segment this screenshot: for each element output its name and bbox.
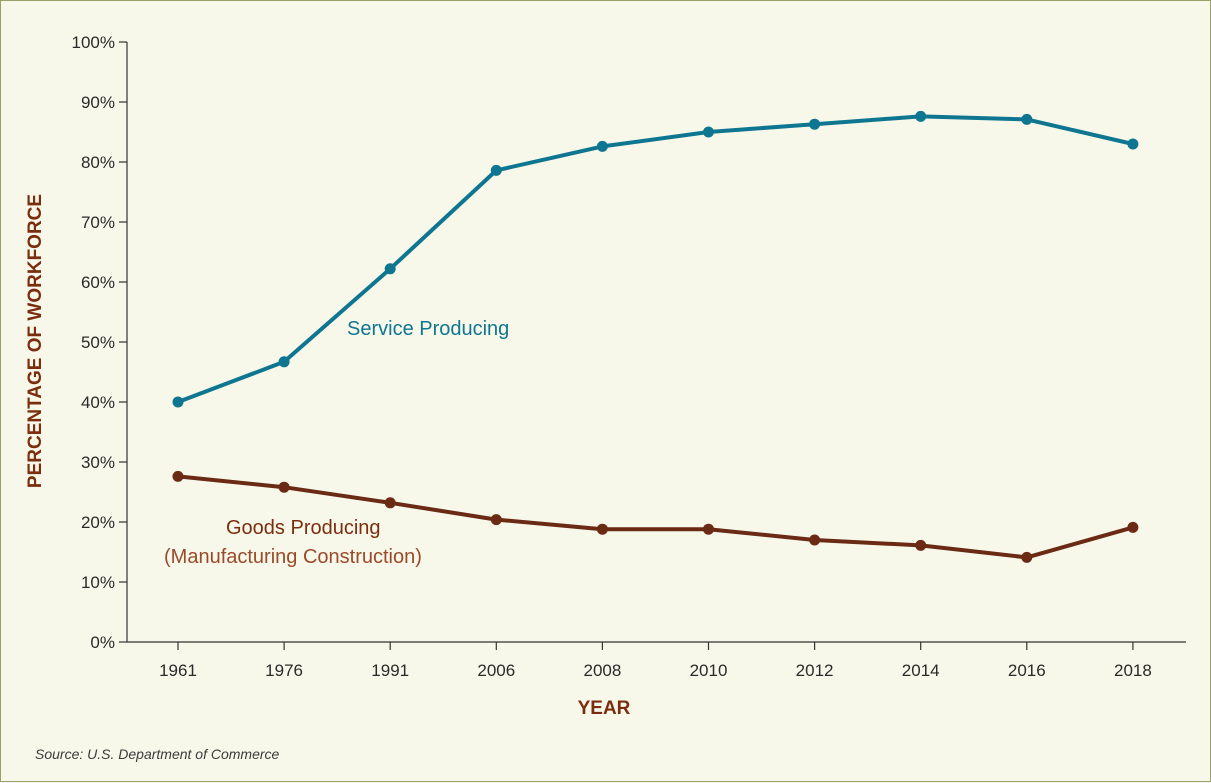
goods-producing-label: Goods Producing bbox=[226, 517, 381, 539]
x-tick-label: 2006 bbox=[477, 661, 515, 680]
goods-producing-point bbox=[172, 470, 184, 482]
goods-producing-point bbox=[703, 523, 714, 535]
service-producing-point bbox=[1127, 138, 1139, 150]
y-tick-label: 70% bbox=[81, 213, 115, 232]
service-producing-point bbox=[384, 263, 396, 275]
x-tick-label: 1991 bbox=[371, 661, 409, 680]
service-producing-point bbox=[1021, 113, 1033, 125]
goods-producing-point bbox=[1021, 551, 1033, 563]
x-tick-label: 1961 bbox=[159, 661, 197, 680]
x-tick-label: 2016 bbox=[1008, 661, 1046, 680]
goods-producing-point bbox=[809, 534, 821, 546]
goods-producing-sublabel: (Manufacturing Construction) bbox=[164, 546, 422, 568]
y-tick-label: 90% bbox=[81, 93, 115, 112]
service-producing-point bbox=[915, 110, 927, 122]
x-tick-label: 1976 bbox=[265, 661, 303, 680]
x-axis-ticks: 1961 1976 1991 2006 2008 2010 2012 2014 2016 2018 bbox=[159, 642, 1152, 680]
source-note: Source: U.S. Department of Commerce bbox=[35, 746, 280, 762]
service-producing-point bbox=[596, 140, 608, 152]
goods-producing-line bbox=[177, 474, 1134, 560]
service-producing-point bbox=[278, 356, 290, 368]
y-tick-label: 60% bbox=[81, 273, 115, 292]
x-tick-label: 2014 bbox=[902, 661, 940, 680]
x-tick-label: 2008 bbox=[583, 661, 621, 680]
x-tick-label: 2018 bbox=[1114, 661, 1152, 680]
x-tick-label: 2010 bbox=[690, 661, 728, 680]
goods-producing-point bbox=[1127, 521, 1139, 533]
service-producing-label: Service Producing bbox=[347, 318, 509, 340]
x-axis-title: YEAR bbox=[578, 698, 631, 719]
service-producing-point bbox=[809, 118, 821, 130]
service-producing-line bbox=[177, 114, 1134, 404]
y-tick-label: 80% bbox=[81, 153, 115, 172]
goods-producing-point bbox=[490, 514, 502, 526]
y-tick-label: 30% bbox=[81, 453, 115, 472]
service-producing-point bbox=[703, 126, 714, 138]
goods-producing-point bbox=[915, 539, 927, 551]
series-layer bbox=[172, 110, 1139, 563]
y-tick-label: 10% bbox=[81, 573, 115, 592]
goods-producing-point bbox=[596, 523, 608, 535]
service-producing-series bbox=[172, 110, 1139, 408]
goods-producing-point bbox=[278, 481, 290, 493]
goods-producing-series bbox=[172, 470, 1139, 563]
y-tick-label: 50% bbox=[81, 333, 115, 352]
y-tick-label: 0% bbox=[90, 633, 115, 652]
x-tick-label: 2012 bbox=[796, 661, 834, 680]
y-tick-label: 20% bbox=[81, 513, 115, 532]
goods-producing-point bbox=[384, 497, 396, 509]
y-tick-label: 100% bbox=[72, 33, 115, 52]
y-axis-title: PERCENTAGE OF WORKFORCE bbox=[25, 194, 46, 488]
service-producing-point bbox=[490, 164, 502, 176]
service-producing-point bbox=[172, 396, 184, 408]
y-axis-ticks: 0% 10% 20% 30% 40% 50% 60% 70% 80% 90% 100% bbox=[72, 33, 127, 652]
y-tick-label: 40% bbox=[81, 393, 115, 412]
